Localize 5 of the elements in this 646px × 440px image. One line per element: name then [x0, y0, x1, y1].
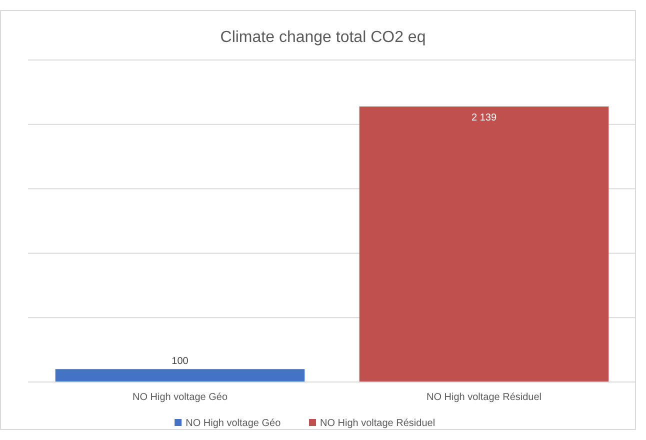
chart-title: Climate change total CO2 eq	[220, 29, 426, 46]
data-label: 2 139	[471, 112, 497, 124]
data-label: 100	[172, 356, 189, 368]
legend-label: NO High voltage Résiduel	[320, 418, 436, 429]
legend-label: NO High voltage Géo	[186, 418, 282, 429]
